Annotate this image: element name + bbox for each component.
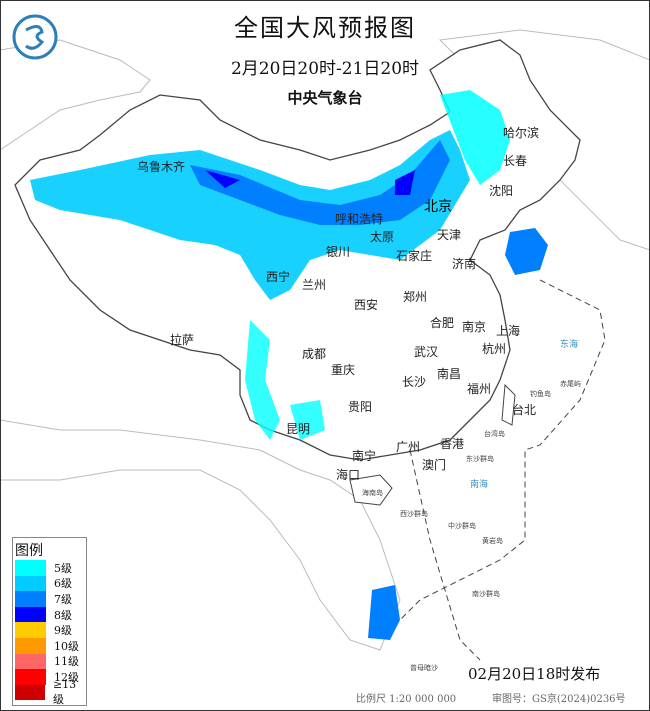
city-label: 太原 bbox=[370, 230, 395, 244]
city-label: 沈阳 bbox=[489, 184, 514, 198]
city-label: 哈尔滨 bbox=[503, 126, 540, 140]
agency-name: 中央气象台 bbox=[287, 89, 363, 107]
city-label: 昆明 bbox=[286, 422, 311, 436]
legend-swatch bbox=[15, 684, 45, 701]
cma-logo-icon bbox=[12, 14, 58, 60]
city-label: 香港 bbox=[440, 437, 465, 451]
wind-area-6-sw bbox=[245, 320, 325, 440]
legend-item: 6级 bbox=[13, 575, 86, 592]
hainan-island bbox=[349, 474, 393, 506]
city-label: 广州 bbox=[396, 440, 421, 454]
city-label: 兰州 bbox=[302, 278, 327, 292]
map-scale: 比例尺 1:20 000 000 bbox=[356, 694, 457, 705]
map-title: 全国大风预报图 bbox=[234, 14, 416, 42]
city-label: 南京 bbox=[462, 320, 487, 334]
legend-title: 图例 bbox=[15, 543, 43, 559]
legend-label: 5级 bbox=[54, 561, 72, 575]
city-label: 台北 bbox=[512, 403, 537, 417]
legend-item: 5级 bbox=[13, 560, 86, 576]
island-label: 西沙群岛 bbox=[400, 510, 428, 518]
legend-label: ≥13级 bbox=[52, 678, 77, 707]
city-label: 成都 bbox=[302, 347, 327, 361]
legend-swatch bbox=[15, 637, 46, 654]
city-label: 呼和浩特 bbox=[335, 212, 384, 226]
city-label: 合肥 bbox=[430, 316, 455, 330]
legend-label: 11级 bbox=[54, 655, 79, 669]
legend-swatch bbox=[15, 591, 46, 607]
island-label: 台湾岛 bbox=[484, 430, 505, 438]
legend-item: 7级 bbox=[13, 591, 86, 607]
wind-areas bbox=[30, 90, 548, 640]
island-label: 东沙群岛 bbox=[466, 455, 494, 463]
city-label: 济南 bbox=[452, 257, 477, 271]
map-approval-number: 审图号：GS京(2024)0236号 bbox=[492, 694, 626, 705]
legend-item: 10级 bbox=[13, 637, 86, 654]
legend-swatch bbox=[15, 606, 46, 623]
city-label: 重庆 bbox=[331, 363, 356, 377]
legend-swatch bbox=[15, 622, 46, 638]
city-label: 贵阳 bbox=[348, 400, 373, 414]
legend-swatch bbox=[15, 669, 46, 685]
legend: 图例 5级 6级 7级 8级 9级 10级 11级 12级 ≥13级 bbox=[12, 537, 87, 706]
city-label: 福州 bbox=[467, 382, 492, 396]
city-label: 拉萨 bbox=[170, 333, 195, 347]
forecast-period: 2月20日20时-21日20时 bbox=[230, 59, 420, 79]
wind-area-7-bohai bbox=[505, 228, 548, 275]
city-label: 乌鲁木齐 bbox=[137, 160, 186, 174]
legend-item: 8级 bbox=[13, 606, 86, 623]
issue-time: 02月20日18时发布 bbox=[468, 665, 601, 683]
city-label: 石家庄 bbox=[396, 249, 433, 263]
island-label: 中沙群岛 bbox=[448, 522, 476, 530]
island-label: 钓鱼岛 bbox=[530, 390, 551, 398]
legend-label: 9级 bbox=[54, 624, 72, 638]
city-label: 西安 bbox=[354, 298, 379, 312]
city-label: 武汉 bbox=[414, 345, 439, 359]
legend-item: 12级 bbox=[13, 669, 86, 685]
city-label: 西宁 bbox=[266, 270, 291, 284]
sea-label-east: 东海 bbox=[560, 340, 579, 350]
wind-area-5 bbox=[440, 90, 510, 185]
city-label: 南昌 bbox=[437, 367, 462, 381]
wind-area-7-south bbox=[368, 585, 400, 640]
city-label: 南宁 bbox=[352, 449, 377, 463]
city-label: 长沙 bbox=[402, 375, 427, 389]
legend-item: ≥13级 bbox=[13, 678, 86, 706]
island-label: 海南岛 bbox=[362, 489, 383, 497]
legend-item: 9级 bbox=[13, 622, 86, 638]
city-label: 郑州 bbox=[403, 290, 428, 304]
city-label: 天津 bbox=[437, 228, 462, 242]
legend-label: 12级 bbox=[54, 670, 79, 684]
city-label: 杭州 bbox=[482, 342, 507, 356]
legend-swatch bbox=[15, 560, 46, 576]
legend-swatch bbox=[15, 653, 46, 670]
city-label: 长春 bbox=[503, 154, 528, 168]
island-label: 黄岩岛 bbox=[482, 537, 503, 545]
sea-label-south: 南海 bbox=[470, 480, 489, 490]
legend-label: 10级 bbox=[54, 639, 79, 653]
city-label: 澳门 bbox=[422, 458, 447, 472]
legend-label: 7级 bbox=[54, 592, 72, 606]
city-label: 北京 bbox=[424, 199, 452, 215]
city-label: 银川 bbox=[326, 245, 351, 259]
city-label: 上海 bbox=[496, 324, 521, 338]
legend-item: 11级 bbox=[13, 653, 86, 670]
wind-area-7 bbox=[190, 140, 450, 225]
legend-label: 6级 bbox=[54, 577, 72, 591]
legend-label: 8级 bbox=[54, 608, 72, 622]
island-label: 赤尾屿 bbox=[560, 380, 581, 388]
wind-area-6 bbox=[30, 130, 470, 300]
island-label: 南沙群岛 bbox=[472, 590, 500, 598]
island-label: 曾母暗沙 bbox=[410, 664, 438, 672]
maritime-boundary bbox=[399, 279, 606, 661]
legend-swatch bbox=[15, 575, 46, 592]
city-label: 海口 bbox=[336, 468, 361, 482]
taiwan-island bbox=[501, 383, 516, 426]
